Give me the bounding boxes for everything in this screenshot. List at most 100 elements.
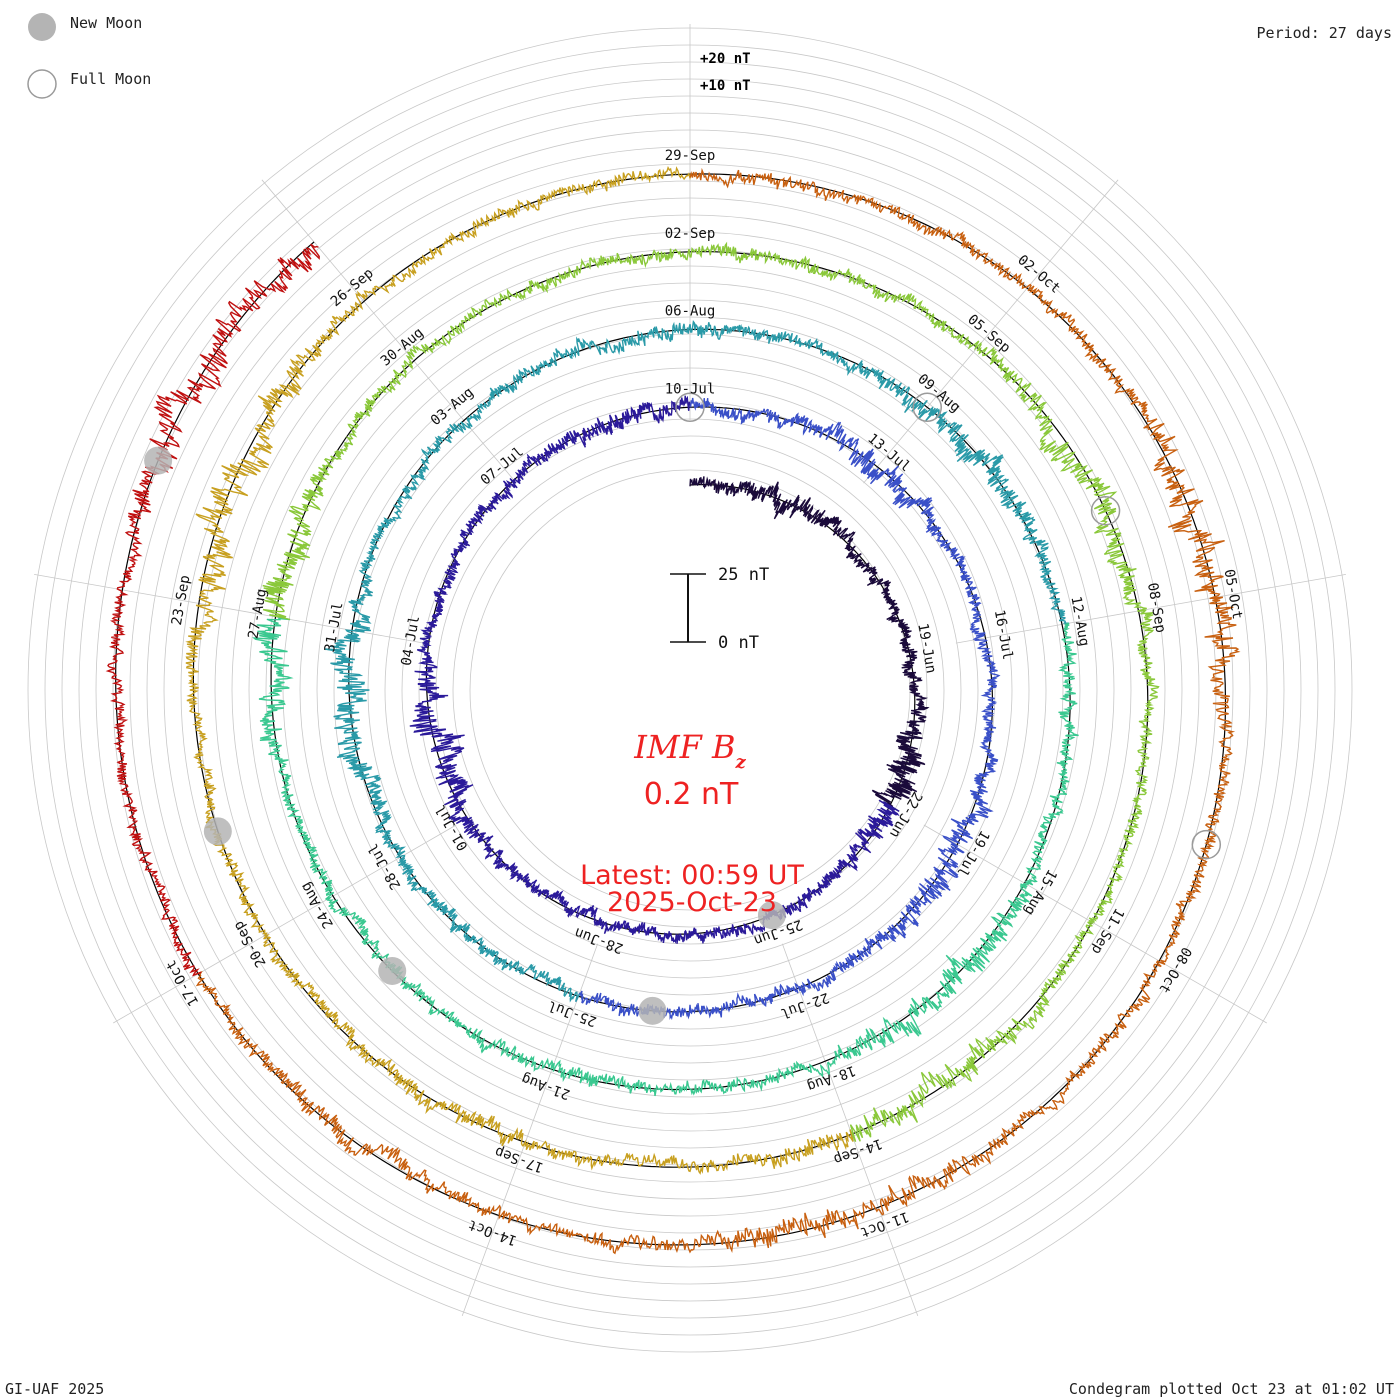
full-moon-legend-label: Full Moon: [70, 70, 151, 88]
bz-trace-segment: [689, 397, 877, 479]
new-moon-marker: [144, 446, 173, 475]
date-label: 11-Oct: [858, 1208, 911, 1240]
bz-trace-segment: [689, 476, 836, 528]
new-moon-marker: [757, 901, 786, 930]
ring-scale-10: +10 nT: [700, 78, 751, 94]
scale-bar-bottom-label: 0 nT: [718, 633, 759, 653]
bz-trace-segment: [603, 909, 773, 944]
date-label: 14-Sep: [831, 1135, 884, 1167]
bz-trace-segment: [461, 816, 606, 930]
bz-spiral-trace: [105, 165, 1241, 1255]
date-label: 06-Aug: [665, 304, 716, 320]
date-label: 12-Aug: [1067, 595, 1092, 648]
bz-trace-segment: [262, 352, 414, 621]
bz-trace-segment: [252, 614, 335, 900]
full-moon-marker: [912, 392, 942, 423]
grid-spoke: [461, 943, 599, 1316]
grid-spoke: [113, 824, 457, 1024]
date-label: 23-Sep: [169, 574, 194, 627]
full-moon-marker: [1090, 495, 1121, 526]
bz-trace-segment: [917, 406, 1070, 626]
full-moon-legend-icon: [27, 69, 57, 99]
bz-trace-segment: [409, 642, 474, 825]
moon-markers: [144, 392, 1222, 1025]
current-value: 0.2 nT: [644, 777, 739, 812]
date-label: 19-Jun: [914, 622, 939, 675]
full-moon-marker: [675, 392, 705, 423]
grid-spoke: [923, 824, 1267, 1024]
bz-trace-segment: [867, 465, 986, 641]
new-moon-legend-icon: [28, 13, 56, 41]
bz-trace-segment: [769, 799, 900, 921]
grid-ring: [435, 435, 945, 945]
bz-trace-segment: [575, 982, 799, 1021]
bz-trace-segment: [689, 167, 1032, 290]
bz-trace-segment: [795, 836, 965, 997]
date-label: 02-Sep: [665, 226, 716, 242]
bz-trace-segment: [942, 638, 1001, 844]
bz-trace-segment: [356, 165, 692, 300]
scale-bar-top-label: 25 nT: [718, 565, 769, 585]
baseline-spiral: [115, 173, 1227, 1246]
date-label: 28-Jun: [572, 924, 625, 956]
grid-spoke: [955, 573, 1346, 644]
chart-title: IMF Bz: [633, 728, 746, 773]
bz-trace-segment: [466, 321, 692, 429]
footer-credit: GI-UAF 2025: [5, 1380, 104, 1398]
bz-trace-segment: [195, 292, 364, 606]
new-moon-marker: [203, 817, 232, 846]
scale-bar: 25 nT 0 nT: [670, 565, 769, 653]
date-label: 04-Jul: [399, 615, 424, 668]
bz-trace-segment: [406, 248, 692, 360]
bz-trace-segment: [397, 854, 581, 1003]
date-label: 30-Aug: [378, 325, 427, 370]
bz-trace-segment: [105, 587, 202, 977]
bz-trace-segment: [348, 421, 472, 633]
date-label: 08-Oct: [1155, 944, 1194, 996]
ring-scale-20: +20 nT: [700, 51, 751, 67]
latest-date: 2025-Oct-23: [607, 887, 777, 918]
date-label: 16-Jul: [991, 609, 1016, 662]
grid-ring: [469, 469, 911, 911]
bz-trace-segment: [522, 1129, 854, 1175]
date-label: 13-Jul: [864, 431, 913, 476]
bz-trace-segment: [829, 516, 915, 653]
bz-trace-segment: [419, 477, 518, 645]
bz-trace-segment: [1157, 596, 1241, 965]
bz-trace-segment: [513, 395, 692, 485]
bz-trace-segment: [689, 319, 928, 420]
grid-spoke: [261, 179, 517, 484]
date-label: 26-Sep: [328, 265, 377, 310]
latest-time: Latest: 00:59 UT: [580, 860, 804, 891]
new-moon-marker: [638, 996, 667, 1025]
bz-trace-segment: [1023, 622, 1079, 886]
bz-trace-segment: [689, 241, 982, 351]
grid-spoke: [863, 179, 1119, 484]
date-label: 25-Jul: [546, 997, 599, 1029]
bz-trace-segment: [324, 629, 407, 859]
date-label: 08-Sep: [1144, 582, 1169, 635]
bz-trace-segment: [849, 920, 1095, 1142]
bz-trace-segment: [871, 650, 930, 812]
bz-trace-segment: [976, 343, 1147, 612]
bz-trace-segment: [1027, 284, 1225, 600]
bz-trace-segment: [877, 960, 1166, 1216]
bz-trace-segment: [826, 882, 1033, 1075]
date-label: 05-Sep: [964, 312, 1013, 357]
bz-trace-segment: [116, 243, 320, 590]
chart-title-sub: z: [735, 752, 747, 773]
date-label: 20-Sep: [230, 918, 269, 970]
bz-trace-segment: [550, 1059, 830, 1097]
chart-title-main: IMF B: [633, 728, 735, 766]
bz-trace-segment: [263, 932, 527, 1147]
bz-trace-segment: [1088, 610, 1160, 924]
footer-plot-time: Condegram plotted Oct 23 at 01:02 UT: [1069, 1380, 1394, 1398]
grid-ring: [452, 452, 928, 928]
bz-trace-segment: [325, 896, 555, 1072]
period-label: Period: 27 days: [1257, 24, 1392, 42]
date-label: 10-Jul: [665, 381, 716, 397]
full-moon-marker: [1191, 829, 1222, 860]
new-moon-marker: [378, 956, 407, 985]
bz-trace-segment: [193, 970, 502, 1217]
